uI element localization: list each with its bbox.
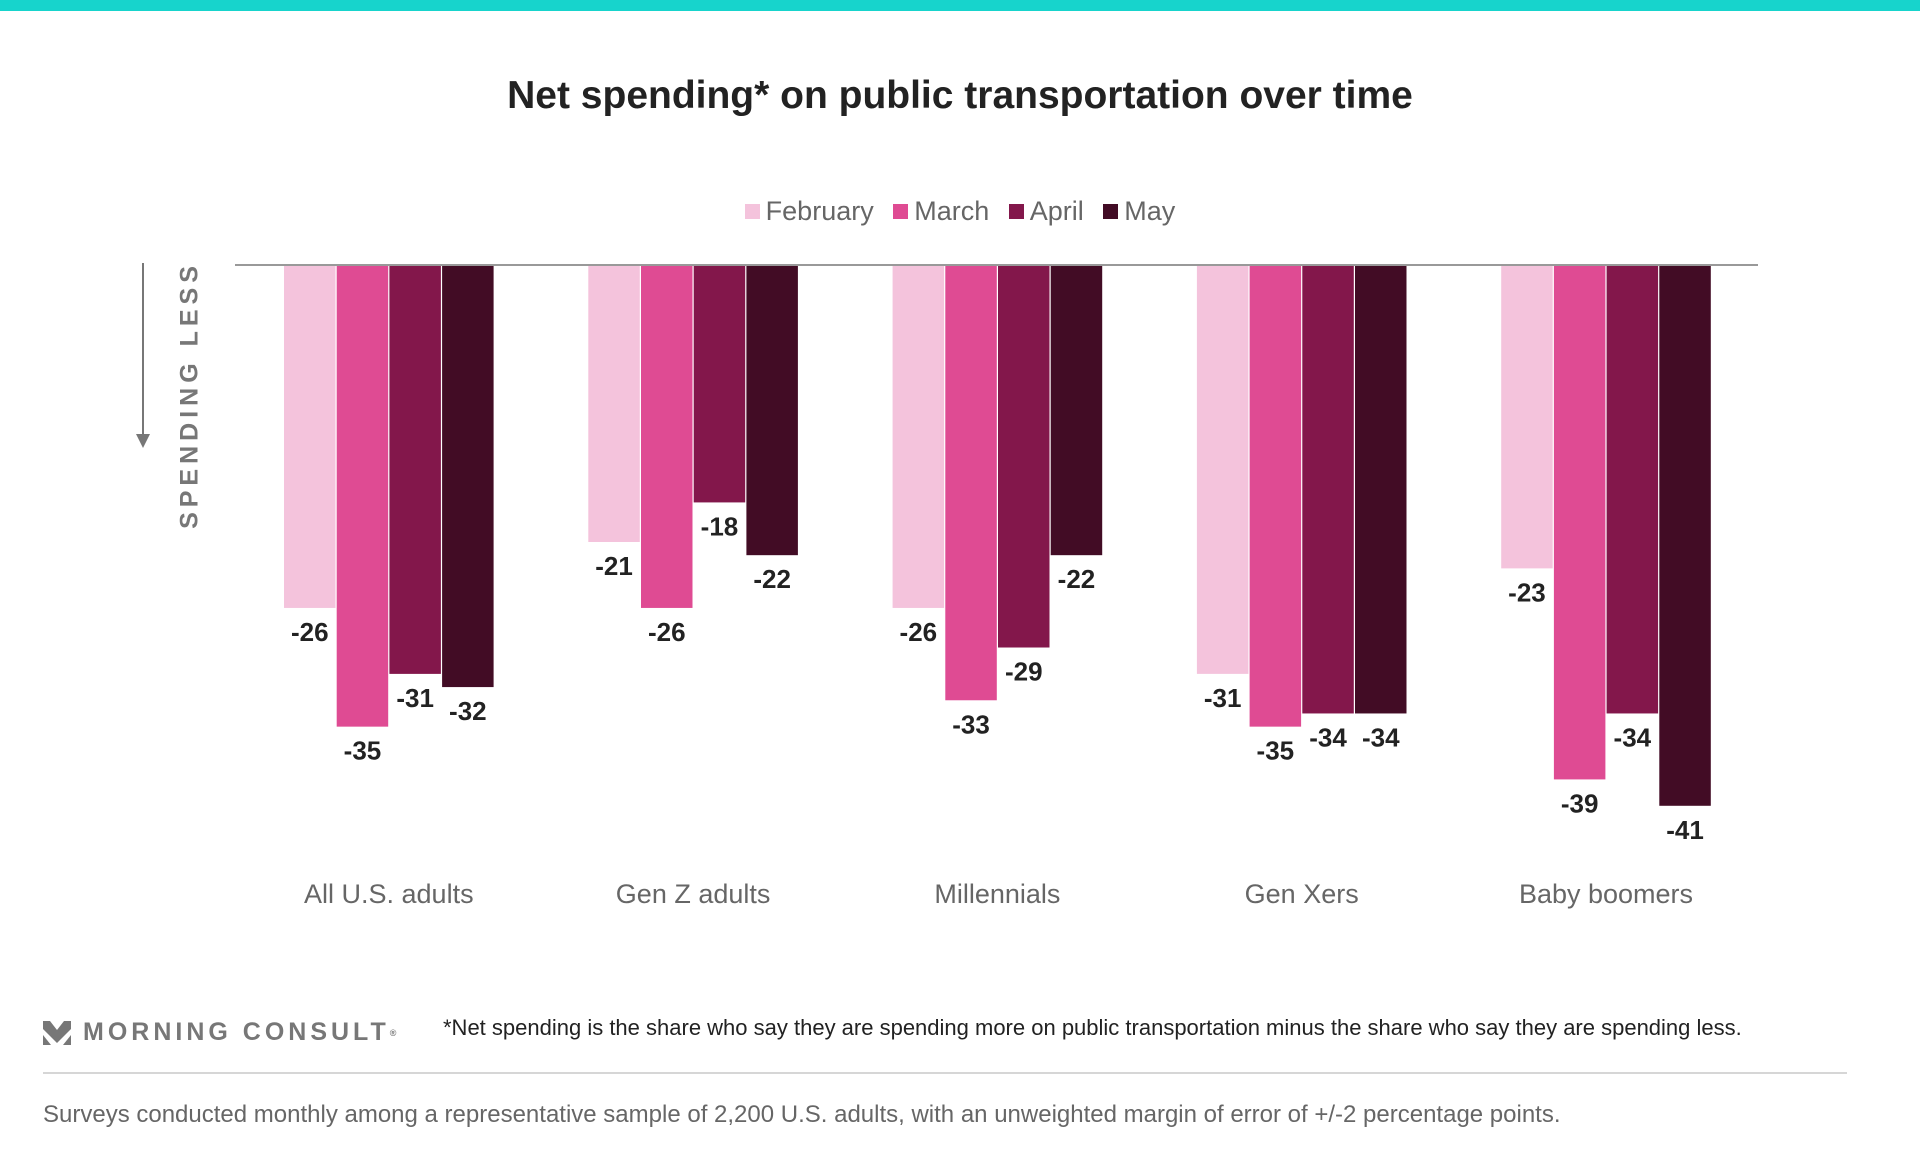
data-label: -31 xyxy=(396,683,434,713)
legend-swatch xyxy=(744,204,760,219)
bar-may xyxy=(1355,265,1407,714)
footnote: *Net spending is the share who say they … xyxy=(443,1015,1742,1040)
bar-may xyxy=(442,265,494,688)
legend-swatch xyxy=(1103,204,1119,219)
x-tick-label: Millennials xyxy=(934,879,1060,909)
data-label: -35 xyxy=(1257,736,1295,766)
data-label: -29 xyxy=(1005,657,1043,687)
legend-swatch xyxy=(1008,204,1024,219)
legend-item-march: March xyxy=(893,196,989,227)
bar-march xyxy=(1553,265,1606,780)
data-label: -34 xyxy=(1309,722,1347,752)
data-label: -41 xyxy=(1666,815,1704,845)
chart-title: Net spending* on public transportation o… xyxy=(507,74,1413,117)
top-accent-bar xyxy=(0,0,1920,11)
divider xyxy=(43,1072,1847,1074)
data-label: -33 xyxy=(952,709,990,739)
legend: February March April May xyxy=(0,195,1920,227)
bar-february xyxy=(892,265,945,608)
data-label: -22 xyxy=(1058,564,1096,594)
data-label: -23 xyxy=(1508,577,1546,607)
data-label: -26 xyxy=(291,617,329,647)
data-label: -21 xyxy=(595,551,633,581)
bar-april xyxy=(1606,265,1659,714)
data-label: -18 xyxy=(701,511,739,541)
bar-april xyxy=(1302,265,1354,714)
bar-april xyxy=(998,265,1050,648)
bar-february xyxy=(1501,265,1553,569)
legend-swatch xyxy=(893,204,909,219)
bar-february xyxy=(588,265,640,542)
legend-item-april: April xyxy=(1008,196,1084,227)
legend-label: April xyxy=(1029,196,1084,226)
y-axis-label: SPENDING LESS xyxy=(175,261,204,529)
bar-february xyxy=(284,265,336,608)
bar-may xyxy=(1050,265,1103,556)
bar-may xyxy=(1659,265,1711,806)
data-label: -32 xyxy=(449,696,487,726)
data-label: -26 xyxy=(648,617,686,647)
bar-march xyxy=(336,265,389,727)
data-label: -26 xyxy=(900,617,938,647)
bar-chart: -26 -35 -31 -32 All U.S. adults -21 -26 -18 -22 G… xyxy=(136,263,1758,909)
data-label: -39 xyxy=(1561,788,1599,818)
legend-label: May xyxy=(1124,196,1176,226)
bar-march xyxy=(945,265,997,701)
logo-chevron-icon xyxy=(43,1020,71,1045)
data-label: -35 xyxy=(344,736,382,766)
logo-text: MORNING CONSULT xyxy=(83,1018,390,1046)
bar-february xyxy=(1196,265,1249,674)
legend-label: February xyxy=(765,196,874,226)
x-tick-label: Gen Xers xyxy=(1245,879,1359,909)
bar-april xyxy=(693,265,746,503)
bar-march xyxy=(641,265,693,608)
legend-item-may: May xyxy=(1103,196,1175,227)
data-label: -34 xyxy=(1362,722,1400,752)
down-arrow-icon xyxy=(136,434,150,448)
x-tick-label: Baby boomers xyxy=(1519,879,1693,909)
legend-item-february: February xyxy=(744,196,874,227)
data-label: -31 xyxy=(1204,683,1242,713)
x-tick-label: All U.S. adults xyxy=(304,879,474,909)
morning-consult-logo: MORNING CONSULT ® xyxy=(43,1018,400,1047)
x-tick-label: Gen Z adults xyxy=(616,879,771,909)
data-label: -34 xyxy=(1614,722,1652,752)
source-note: Surveys conducted monthly among a repres… xyxy=(43,1101,1561,1128)
data-label: -22 xyxy=(753,564,791,594)
legend-label: March xyxy=(914,196,990,226)
bar-march xyxy=(1249,265,1302,727)
bar-april xyxy=(389,265,441,674)
bar-may xyxy=(746,265,798,556)
